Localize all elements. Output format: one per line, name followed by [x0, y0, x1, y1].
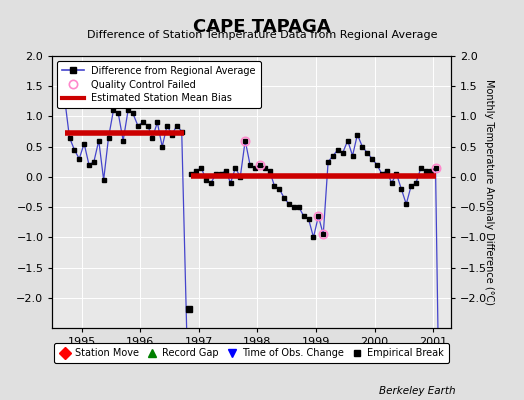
Text: Berkeley Earth: Berkeley Earth — [379, 386, 456, 396]
Legend: Difference from Regional Average, Quality Control Failed, Estimated Station Mean: Difference from Regional Average, Qualit… — [57, 61, 260, 108]
Y-axis label: Monthly Temperature Anomaly Difference (°C): Monthly Temperature Anomaly Difference (… — [484, 79, 494, 305]
Text: CAPE TAPAGA: CAPE TAPAGA — [193, 18, 331, 36]
Legend: Station Move, Record Gap, Time of Obs. Change, Empirical Break: Station Move, Record Gap, Time of Obs. C… — [54, 344, 449, 363]
Text: Difference of Station Temperature Data from Regional Average: Difference of Station Temperature Data f… — [87, 30, 437, 40]
